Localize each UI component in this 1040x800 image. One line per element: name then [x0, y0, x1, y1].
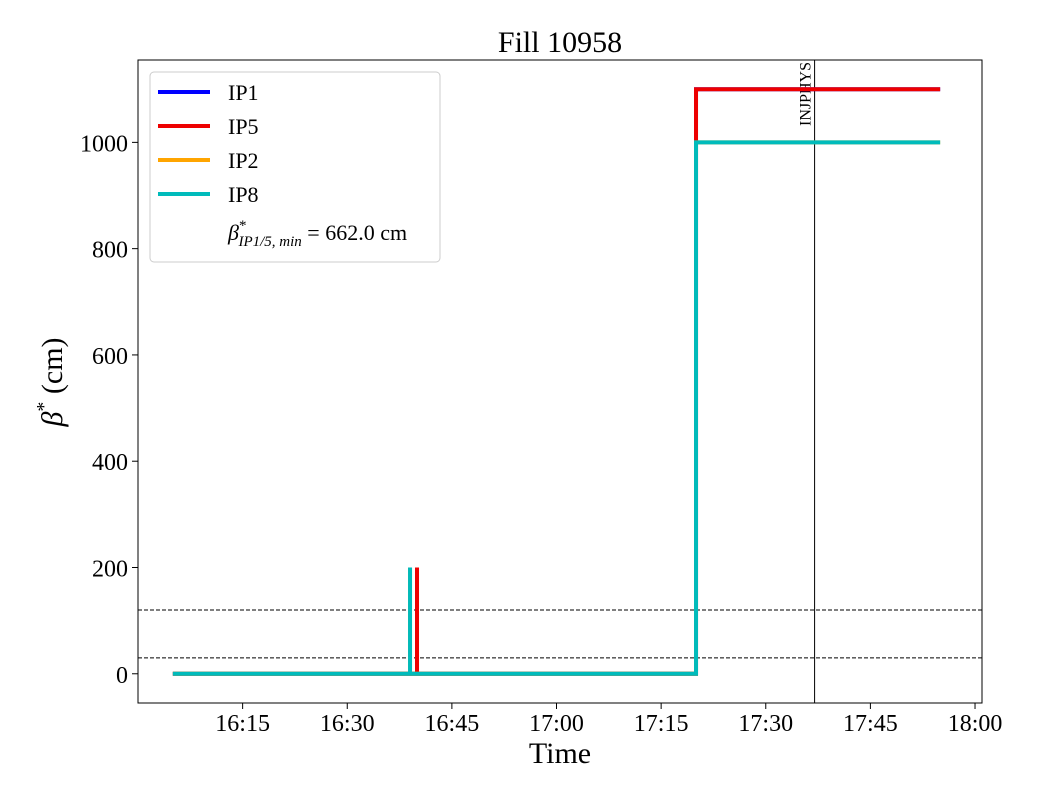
legend-label: IP8 — [228, 182, 259, 207]
plot-frame — [137, 59, 983, 704]
legend-note-text: = 662.0 cm — [302, 220, 407, 245]
legend-note-sup: * — [239, 218, 247, 234]
x-tick-label: 17:45 — [843, 711, 898, 737]
y-label-symbol: β — [36, 412, 69, 428]
y-axis-label: β* (cm) — [33, 337, 69, 427]
legend-note: β* IP1/5, min = 662.0 cm — [227, 218, 407, 250]
x-tick-label: 18:00 — [948, 711, 1003, 737]
legend-label: IP1 — [228, 80, 259, 105]
series-line — [172, 140, 941, 676]
x-tick-label: 17:00 — [529, 711, 584, 737]
annotation-label: INJPHYS — [798, 62, 815, 126]
y-tick-label: 1000 — [80, 131, 128, 157]
legend-label: IP5 — [228, 114, 259, 139]
y-label-sup: * — [33, 402, 55, 412]
x-tick-label: 17:30 — [738, 711, 793, 737]
x-tick-label: 17:15 — [634, 711, 689, 737]
y-tick-label: 800 — [92, 238, 128, 264]
x-tick-label: 16:15 — [215, 711, 270, 737]
chart-title: Fill 10958 — [498, 26, 622, 59]
legend-note-symbol: β — [227, 220, 239, 245]
x-axis-label: Time — [529, 737, 591, 770]
legend-note-sub: IP1/5, min — [237, 234, 301, 250]
y-tick-label: 600 — [92, 344, 128, 370]
y-label-text: (cm) — [36, 337, 69, 401]
y-tick-label: 0 — [116, 663, 128, 689]
x-tick-label: 16:30 — [320, 711, 375, 737]
y-tick-label: 200 — [92, 556, 128, 582]
x-tick-label: 16:45 — [425, 711, 480, 737]
legend-label: IP2 — [228, 148, 259, 173]
y-tick-label: 400 — [92, 450, 128, 476]
legend-box — [149, 71, 441, 263]
